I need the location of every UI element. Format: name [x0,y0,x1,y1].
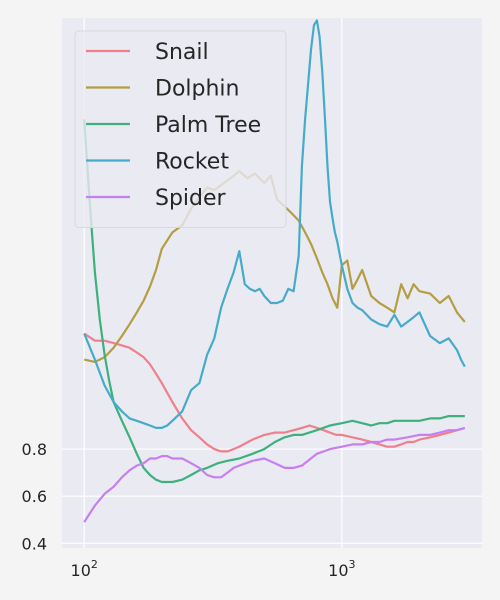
y-tick-label: 0.8 [22,440,47,459]
legend: Snail Dolphin Palm Tree Rocket Spider [74,30,287,228]
legend-label: Dolphin [155,77,239,102]
legend-label: Palm Tree [155,113,261,138]
x-tick-exponent: 2 [91,558,98,571]
series-line-snail [83,332,466,453]
x-tick-exponent: 3 [349,558,356,571]
series-line-spider [83,426,466,523]
series-line-rocket [83,19,466,429]
series-line-dolphin [83,170,466,363]
x-tick-label: 102 [71,558,98,580]
y-tick-label: 0.4 [22,534,47,553]
legend-label: Rocket [155,150,229,175]
x-tick-base: 10 [328,561,348,580]
legend-box [74,30,287,228]
legend-label: Snail [155,40,209,65]
x-tick-label: 103 [328,558,355,580]
legend-label: Spider [155,186,227,211]
x-tick-base: 10 [71,561,91,580]
series-line-palm-tree [83,119,465,484]
series-lines [83,19,466,523]
y-tick-label: 0.6 [22,487,47,506]
